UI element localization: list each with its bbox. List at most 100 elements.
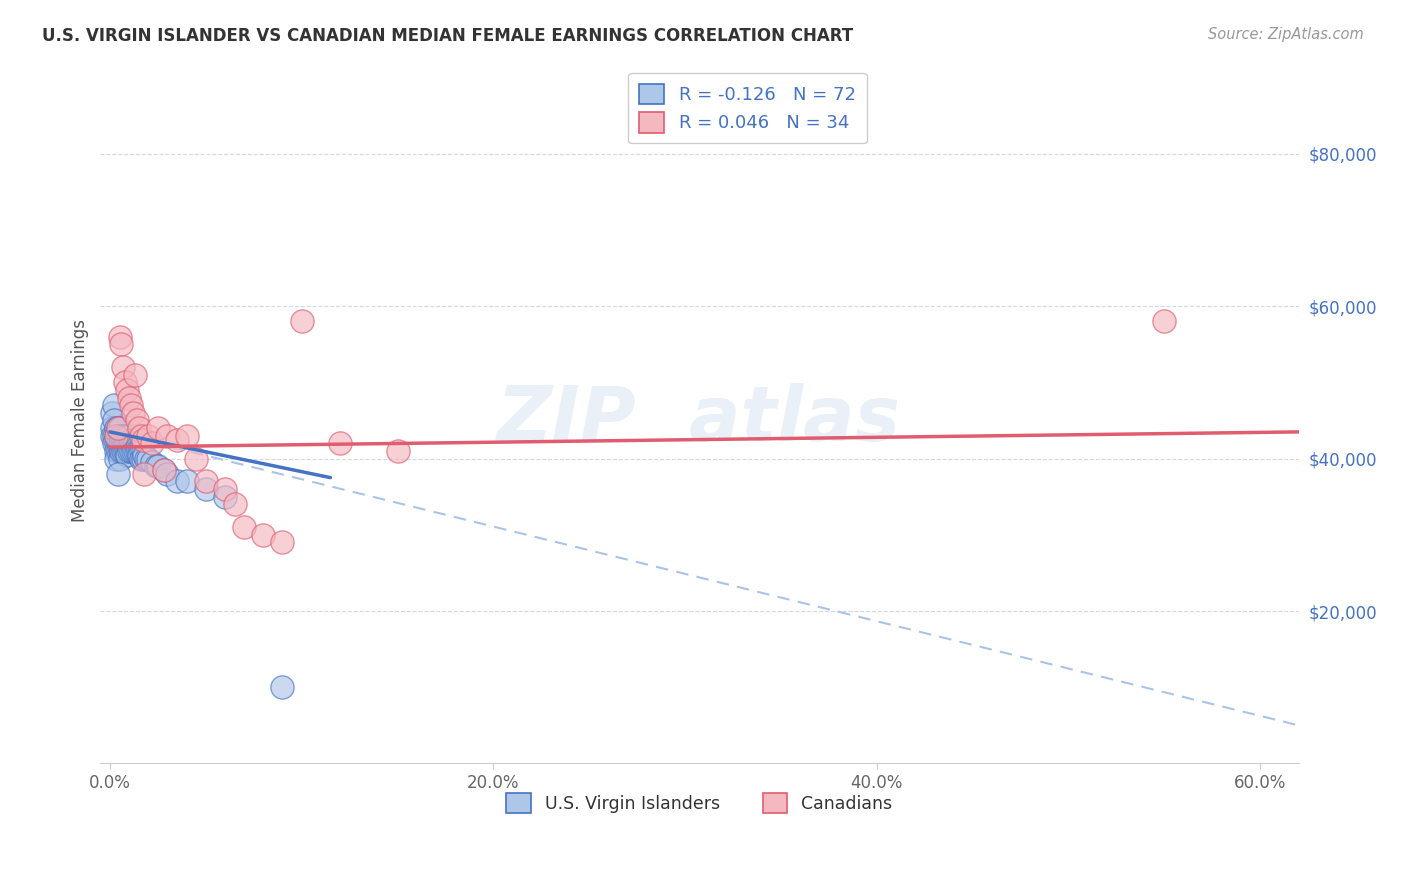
Point xyxy=(145,459,167,474)
Point xyxy=(129,428,152,442)
Point xyxy=(107,421,129,435)
Text: ZIP  atlas: ZIP atlas xyxy=(498,384,901,458)
Point xyxy=(136,428,159,442)
Point xyxy=(136,451,159,466)
Point xyxy=(135,451,157,466)
Point xyxy=(115,444,138,458)
Point xyxy=(125,444,148,458)
Point xyxy=(131,451,153,466)
Point xyxy=(141,436,163,450)
Point xyxy=(128,444,150,458)
Point xyxy=(103,436,125,450)
Point xyxy=(124,436,146,450)
Point xyxy=(224,497,246,511)
Point xyxy=(271,680,294,694)
Point xyxy=(156,428,179,442)
Point xyxy=(110,440,132,454)
Point xyxy=(118,436,141,450)
Point xyxy=(214,482,236,496)
Point xyxy=(107,467,129,481)
Point xyxy=(214,490,236,504)
Point xyxy=(156,467,179,481)
Point xyxy=(166,475,188,489)
Point xyxy=(118,444,141,458)
Point xyxy=(134,448,156,462)
Point xyxy=(129,444,152,458)
Point xyxy=(103,413,125,427)
Point xyxy=(1153,314,1175,328)
Point xyxy=(134,467,156,481)
Point xyxy=(108,451,131,466)
Point xyxy=(118,440,141,454)
Point xyxy=(125,440,148,454)
Point xyxy=(122,436,145,450)
Point xyxy=(104,428,127,442)
Point xyxy=(122,444,145,458)
Point xyxy=(101,406,124,420)
Text: U.S. VIRGIN ISLANDER VS CANADIAN MEDIAN FEMALE EARNINGS CORRELATION CHART: U.S. VIRGIN ISLANDER VS CANADIAN MEDIAN … xyxy=(42,27,853,45)
Point xyxy=(104,451,127,466)
Point xyxy=(166,433,188,447)
Point xyxy=(112,444,135,458)
Point xyxy=(114,436,136,450)
Point xyxy=(108,444,131,458)
Point xyxy=(120,444,142,458)
Point xyxy=(115,448,138,462)
Point xyxy=(110,433,132,447)
Point xyxy=(141,455,163,469)
Point xyxy=(120,398,142,412)
Point xyxy=(104,421,127,435)
Point xyxy=(107,421,129,435)
Point xyxy=(118,428,141,442)
Point xyxy=(194,475,217,489)
Point xyxy=(122,406,145,420)
Point xyxy=(233,520,256,534)
Point xyxy=(387,444,409,458)
Point xyxy=(110,436,132,450)
Point xyxy=(110,444,132,458)
Point xyxy=(124,368,146,382)
Point xyxy=(104,444,127,458)
Legend: U.S. Virgin Islanders, Canadians: U.S. Virgin Islanders, Canadians xyxy=(496,782,903,823)
Point xyxy=(104,436,127,450)
Point xyxy=(152,463,174,477)
Point xyxy=(129,451,152,466)
Point xyxy=(115,428,138,442)
Point xyxy=(120,436,142,450)
Point xyxy=(107,436,129,450)
Point xyxy=(108,329,131,343)
Y-axis label: Median Female Earnings: Median Female Earnings xyxy=(72,319,89,522)
Point xyxy=(176,428,198,442)
Point xyxy=(128,421,150,435)
Point xyxy=(114,440,136,454)
Point xyxy=(112,436,135,450)
Point xyxy=(128,448,150,462)
Point xyxy=(329,436,352,450)
Point xyxy=(124,444,146,458)
Point xyxy=(108,428,131,442)
Point xyxy=(108,421,131,435)
Text: Source: ZipAtlas.com: Source: ZipAtlas.com xyxy=(1208,27,1364,42)
Point xyxy=(103,398,125,412)
Point xyxy=(112,428,135,442)
Point xyxy=(114,376,136,390)
Point xyxy=(101,421,124,435)
Point xyxy=(112,360,135,375)
Point xyxy=(146,421,169,435)
Point xyxy=(131,433,153,447)
Point xyxy=(194,482,217,496)
Point xyxy=(291,314,314,328)
Point xyxy=(125,413,148,427)
Point xyxy=(115,383,138,397)
Point xyxy=(118,391,141,405)
Point xyxy=(107,428,129,442)
Point xyxy=(146,459,169,474)
Point xyxy=(107,444,129,458)
Point xyxy=(186,451,208,466)
Point xyxy=(101,428,124,442)
Point xyxy=(103,428,125,442)
Point xyxy=(114,444,136,458)
Point xyxy=(252,528,274,542)
Point xyxy=(131,444,153,458)
Point xyxy=(110,428,132,442)
